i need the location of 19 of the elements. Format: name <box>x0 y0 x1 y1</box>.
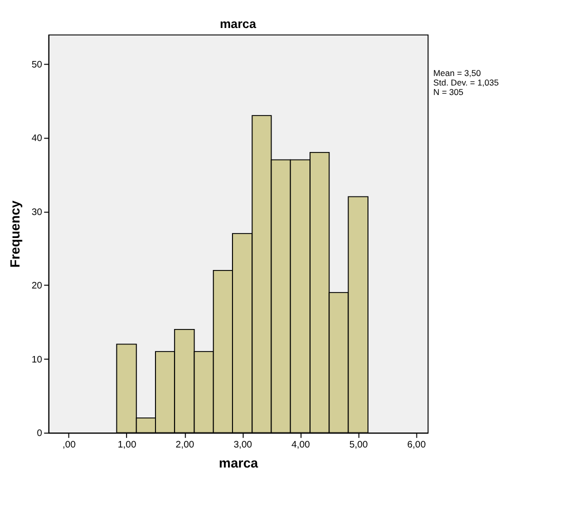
y-tick-label: 10 <box>32 354 42 366</box>
x-tick-label: 2,00 <box>176 439 194 450</box>
text: Mean = 3,50 <box>433 68 482 78</box>
chart-title: marca <box>220 16 256 31</box>
x-tick-label: 5,00 <box>349 439 368 450</box>
x-tick-label: 1,00 <box>118 439 136 450</box>
text: Std. Dev. = 1,035 <box>433 78 499 88</box>
text: N = 305 <box>433 87 464 98</box>
y-tick-label: 30 <box>32 206 42 218</box>
x-tick-label: 4,00 <box>291 439 310 450</box>
x-axis-title: marca <box>218 455 259 470</box>
x-tick-label: 6,00 <box>407 439 426 450</box>
y-axis-title: Frequency <box>7 200 22 268</box>
y-tick-label: 20 <box>32 280 42 292</box>
x-tick-label: ,00 <box>62 439 76 450</box>
y-tick-label: 0 <box>36 428 42 439</box>
y-tick-label: 50 <box>32 59 42 70</box>
y-tick-label: 40 <box>32 133 42 144</box>
x-tick-label: 3,00 <box>234 439 252 450</box>
